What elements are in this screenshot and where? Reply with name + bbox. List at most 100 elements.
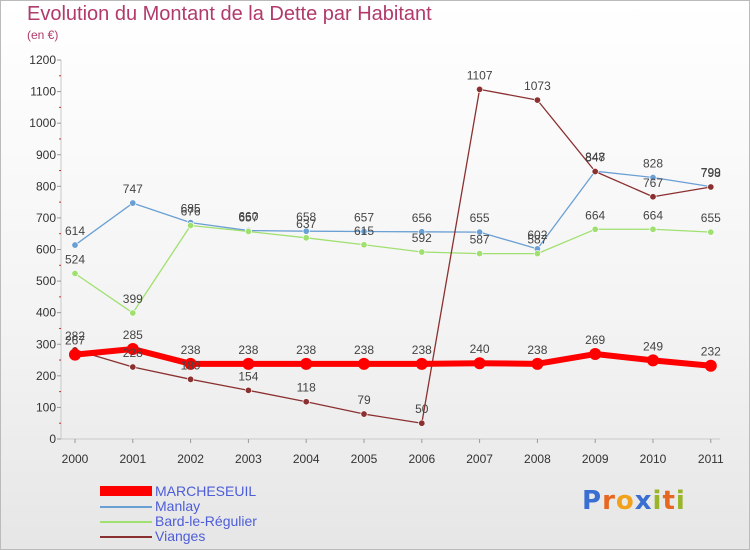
- y-tick-label: 500: [36, 274, 56, 288]
- data-label: 615: [354, 224, 374, 238]
- data-label: 399: [123, 292, 143, 306]
- data-point: [71, 241, 79, 249]
- data-label: 676: [181, 204, 201, 218]
- data-label: 524: [65, 253, 85, 267]
- data-point: [360, 227, 368, 235]
- data-label: 267: [65, 334, 85, 348]
- data-label: 1107: [467, 68, 493, 82]
- x-tick-label: 2007: [466, 452, 493, 466]
- data-point: [184, 357, 197, 370]
- chart-subtitle: (en €): [27, 28, 59, 42]
- data-point: [533, 250, 541, 258]
- data-point: [244, 227, 252, 235]
- data-point: [358, 357, 370, 370]
- legend: MARCHESEUIL Manlay Bard-le-Régulier Vian…: [100, 484, 340, 544]
- x-tick-label: 2008: [524, 452, 551, 466]
- data-point: [415, 357, 428, 370]
- legend-swatch: [100, 536, 152, 538]
- data-point: [418, 228, 426, 236]
- data-point: [473, 357, 486, 370]
- data-label: 658: [296, 210, 316, 224]
- data-point: [649, 193, 657, 201]
- series-line: [74, 88, 711, 424]
- data-label: 656: [412, 211, 432, 225]
- legend-swatch: [100, 506, 152, 508]
- data-label: 847: [585, 150, 605, 164]
- data-point: [71, 270, 79, 278]
- data-label: 655: [470, 211, 490, 225]
- data-label: 848: [585, 150, 605, 164]
- data-label: 118: [297, 381, 316, 395]
- y-tick-label: 400: [36, 306, 56, 320]
- data-label: 685: [181, 202, 201, 216]
- series-group: [69, 85, 717, 427]
- x-tick-label: 2005: [351, 452, 378, 466]
- proxiti-logo: Proxiti: [582, 486, 686, 516]
- data-point: [591, 225, 599, 233]
- data-point: [707, 228, 715, 236]
- data-label: 655: [701, 211, 721, 225]
- x-tick-label: 2003: [235, 452, 262, 466]
- series-line: [74, 170, 711, 250]
- legend-swatch: [100, 486, 152, 496]
- y-tick-label: 900: [36, 148, 56, 162]
- data-label: 637: [296, 217, 316, 231]
- data-point: [360, 241, 368, 249]
- x-tick-label: 2011: [698, 452, 724, 466]
- x-tick-label: 2006: [408, 452, 435, 466]
- legend-label: Vianges: [155, 528, 206, 544]
- data-point: [649, 173, 657, 181]
- data-label: 238: [181, 343, 201, 357]
- data-point: [591, 167, 599, 175]
- data-label: 240: [470, 342, 490, 356]
- data-point: [187, 375, 195, 383]
- data-point: [360, 410, 368, 418]
- data-label: 238: [354, 343, 374, 357]
- data-label: 587: [470, 233, 490, 247]
- legend-item-bard-le-regulier: Bard-le-Régulier: [100, 514, 340, 529]
- data-label: 282: [65, 329, 85, 343]
- y-tick-label: 1000: [29, 116, 56, 130]
- x-tick-label: 2002: [177, 452, 204, 466]
- data-point: [187, 221, 195, 229]
- data-label: 767: [643, 176, 663, 190]
- data-point: [533, 96, 541, 104]
- data-label: 747: [123, 182, 143, 196]
- y-tick-label: 600: [36, 243, 56, 257]
- data-point: [129, 199, 137, 207]
- data-point: [418, 248, 426, 256]
- data-label: 154: [238, 369, 258, 383]
- data-labels: 267 285 238 238 238 238 238 240 238 269 249 232 614 7…: [65, 68, 721, 416]
- data-point: [649, 225, 657, 233]
- data-label: 592: [412, 231, 432, 245]
- series-line: [74, 224, 711, 314]
- y-tick-label: 700: [36, 211, 56, 225]
- y-tick-label: 300: [36, 337, 56, 351]
- data-point: [129, 309, 137, 317]
- x-tick-label: 2001: [119, 452, 146, 466]
- data-point: [302, 234, 310, 242]
- data-label: 232: [701, 345, 721, 359]
- data-point: [531, 357, 544, 370]
- data-label: 1073: [524, 79, 551, 93]
- data-point: [476, 85, 484, 93]
- data-label: 664: [643, 208, 663, 222]
- x-tick-label: 2000: [62, 452, 89, 466]
- legend-item-manlay: Manlay: [100, 499, 340, 514]
- data-point: [129, 363, 137, 371]
- legend-label: Bard-le-Régulier: [155, 513, 257, 529]
- data-point: [647, 354, 659, 367]
- legend-swatch: [100, 521, 152, 523]
- data-label: 587: [527, 233, 547, 247]
- data-point: [302, 398, 310, 406]
- data-label: 285: [123, 328, 143, 342]
- data-label: 664: [585, 208, 605, 222]
- axes: 0 100 200 300 400 500 600 700 800 900 1000 1100 1200…: [29, 53, 724, 466]
- data-point: [476, 250, 484, 258]
- data-label: 228: [123, 346, 143, 360]
- legend-label: Manlay: [155, 498, 201, 514]
- data-label: 189: [181, 358, 201, 372]
- data-point: [589, 348, 602, 361]
- data-label: 79: [357, 393, 371, 407]
- data-label: 798: [701, 166, 721, 180]
